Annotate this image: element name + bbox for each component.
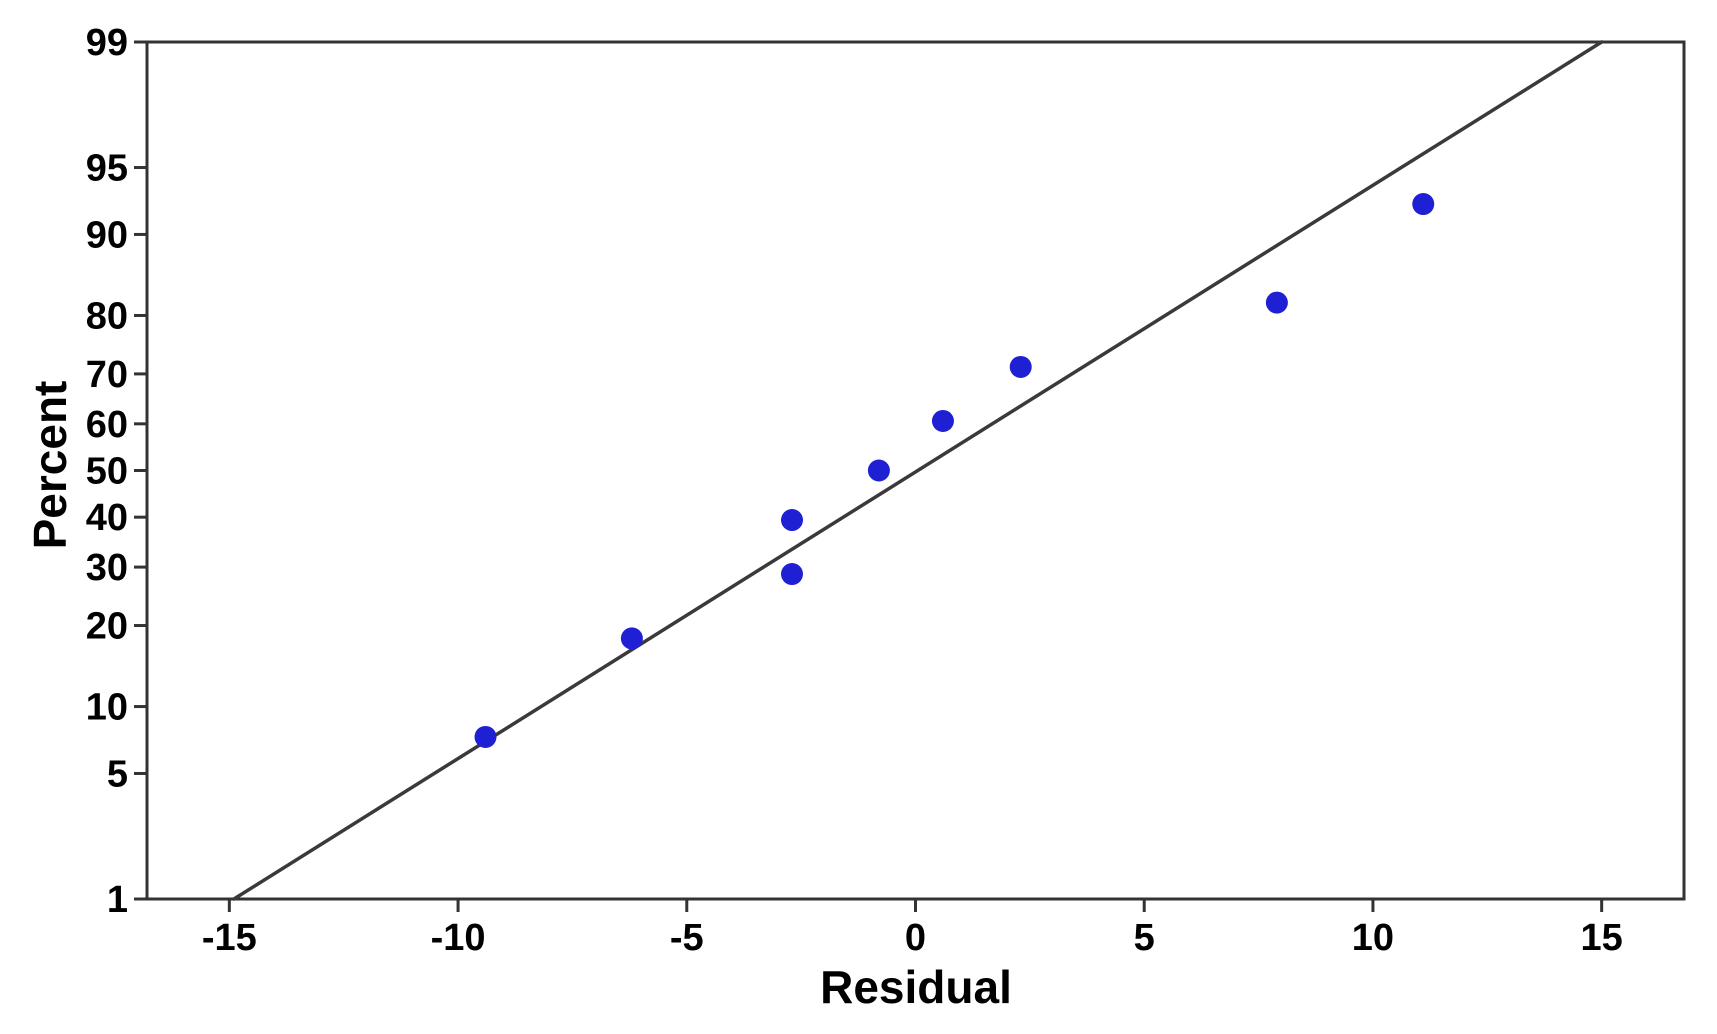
data-points-layer <box>474 193 1435 748</box>
data-point <box>1265 291 1288 314</box>
x-tick-label: 0 <box>905 917 926 959</box>
y-tick-label: 10 <box>86 687 128 729</box>
y-tick-label: 70 <box>86 354 128 396</box>
data-point <box>620 627 643 650</box>
y-tick-label: 1 <box>107 879 128 921</box>
x-tick-label: 10 <box>1352 917 1394 959</box>
x-tick-label: -15 <box>202 917 257 959</box>
y-axis-title: Percent <box>24 381 76 550</box>
fit-line-layer <box>232 40 1604 901</box>
y-tick-label: 90 <box>86 214 128 256</box>
x-axis-ticks: -15 -10 -5 0 5 10 15 <box>202 899 1623 959</box>
y-tick-label: 99 <box>86 22 128 64</box>
data-point <box>780 509 803 532</box>
y-tick-label: 20 <box>86 606 128 648</box>
y-tick-label: 30 <box>86 547 128 589</box>
y-tick-label: 50 <box>86 451 128 493</box>
fit-line <box>232 40 1604 901</box>
data-point <box>867 459 890 482</box>
x-tick-label: -10 <box>431 917 486 959</box>
y-tick-label: 5 <box>107 753 128 795</box>
y-tick-label: 95 <box>86 148 128 190</box>
x-axis-title: Residual <box>820 961 1012 1013</box>
data-point <box>474 725 497 748</box>
data-point <box>1009 355 1032 378</box>
data-point <box>1412 193 1435 216</box>
x-tick-label: 15 <box>1581 917 1623 959</box>
data-point <box>931 409 954 432</box>
y-tick-label: 80 <box>86 295 128 337</box>
x-tick-label: -5 <box>670 917 704 959</box>
x-tick-label: 5 <box>1134 917 1155 959</box>
y-tick-label: 60 <box>86 404 128 446</box>
y-tick-label: 40 <box>86 497 128 539</box>
data-point <box>780 563 803 586</box>
